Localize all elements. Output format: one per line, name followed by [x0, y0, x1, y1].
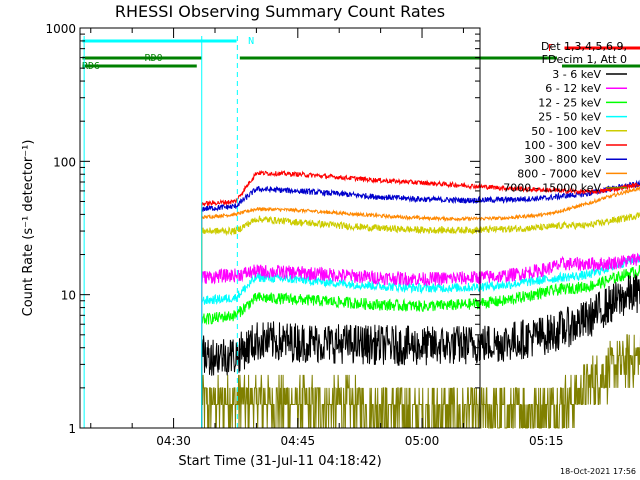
- x-tick-label: 05:00: [405, 434, 440, 448]
- legend-label-50-100-kev: 50 - 100 keV: [531, 125, 601, 138]
- series-25-50-kev: [201, 254, 640, 428]
- series-3-6-kev: [201, 274, 640, 428]
- y-tick-label: 1: [68, 422, 76, 436]
- legend-label-800-7000-kev: 800 - 7000 keV: [517, 167, 601, 180]
- flag-label-n: N: [248, 36, 254, 47]
- series-line-6-12-kev: [201, 252, 640, 428]
- series-line-25-50-kev: [201, 254, 640, 428]
- series-6-12-kev: [201, 252, 640, 428]
- y-axis-label: Count Rate (s⁻¹ detector⁻¹): [21, 140, 36, 317]
- flag-label-rd6: RD6: [82, 61, 100, 72]
- series-800-7000-kev: [201, 186, 640, 428]
- series-line-50-100-kev: [201, 212, 640, 428]
- legend-label-300-800-kev: 300 - 800 keV: [524, 153, 601, 166]
- x-tick-label: 05:15: [529, 434, 564, 448]
- plot-frame: [79, 27, 481, 429]
- series-line-100-300-kev: [201, 169, 640, 428]
- chart-title: RHESSI Observing Summary Count Rates: [115, 2, 445, 21]
- legend-label-7000-15000-kev: 7000 - 15000 keV: [503, 182, 601, 195]
- legend: Det 1,3,4,5,6,9,FDecim 1, Att 0 3 - 6 keV…: [503, 40, 627, 195]
- series-layer: [201, 169, 640, 429]
- legend-header: FDecim 1, Att 0: [542, 53, 627, 66]
- series-line-800-7000-kev: [201, 186, 640, 428]
- flag-label-f: F: [548, 43, 554, 54]
- legend-label-12-25-kev: 12 - 25 keV: [538, 96, 601, 109]
- y-ticks: 1 10 100 1000: [45, 22, 480, 436]
- y-tick-label: 10: [61, 289, 76, 303]
- series-7000-15000-kev: [201, 334, 640, 429]
- flag-label-rd0: RD0: [145, 53, 163, 64]
- series-12-25-kev: [201, 265, 640, 428]
- series-line-3-6-kev: [201, 274, 640, 428]
- series-300-800-kev: [201, 179, 640, 428]
- x-tick-label: 04:30: [156, 434, 191, 448]
- legend-label-100-300-kev: 100 - 300 keV: [524, 139, 601, 152]
- series-100-300-kev: [201, 169, 640, 428]
- x-tick-label: 04:45: [281, 434, 316, 448]
- series-line-12-25-kev: [201, 265, 640, 428]
- flag-layer: N F RD0 RD6: [82, 36, 640, 428]
- legend-header: Det 1,3,4,5,6,9,: [541, 40, 627, 53]
- y-tick-label: 1000: [45, 22, 76, 36]
- footer-timestamp: 18-Oct-2021 17:56: [560, 467, 636, 476]
- y-tick-label: 100: [53, 155, 76, 169]
- legend-label-6-12-kev: 6 - 12 keV: [545, 82, 601, 95]
- series-line-7000-15000-kev: [201, 334, 640, 429]
- series-50-100-kev: [201, 212, 640, 428]
- x-axis-label: Start Time (31-Jul-11 04:18:42): [178, 454, 381, 469]
- legend-label-3-6-kev: 3 - 6 keV: [552, 68, 601, 81]
- series-line-300-800-kev: [201, 179, 640, 428]
- legend-label-25-50-kev: 25 - 50 keV: [538, 111, 601, 124]
